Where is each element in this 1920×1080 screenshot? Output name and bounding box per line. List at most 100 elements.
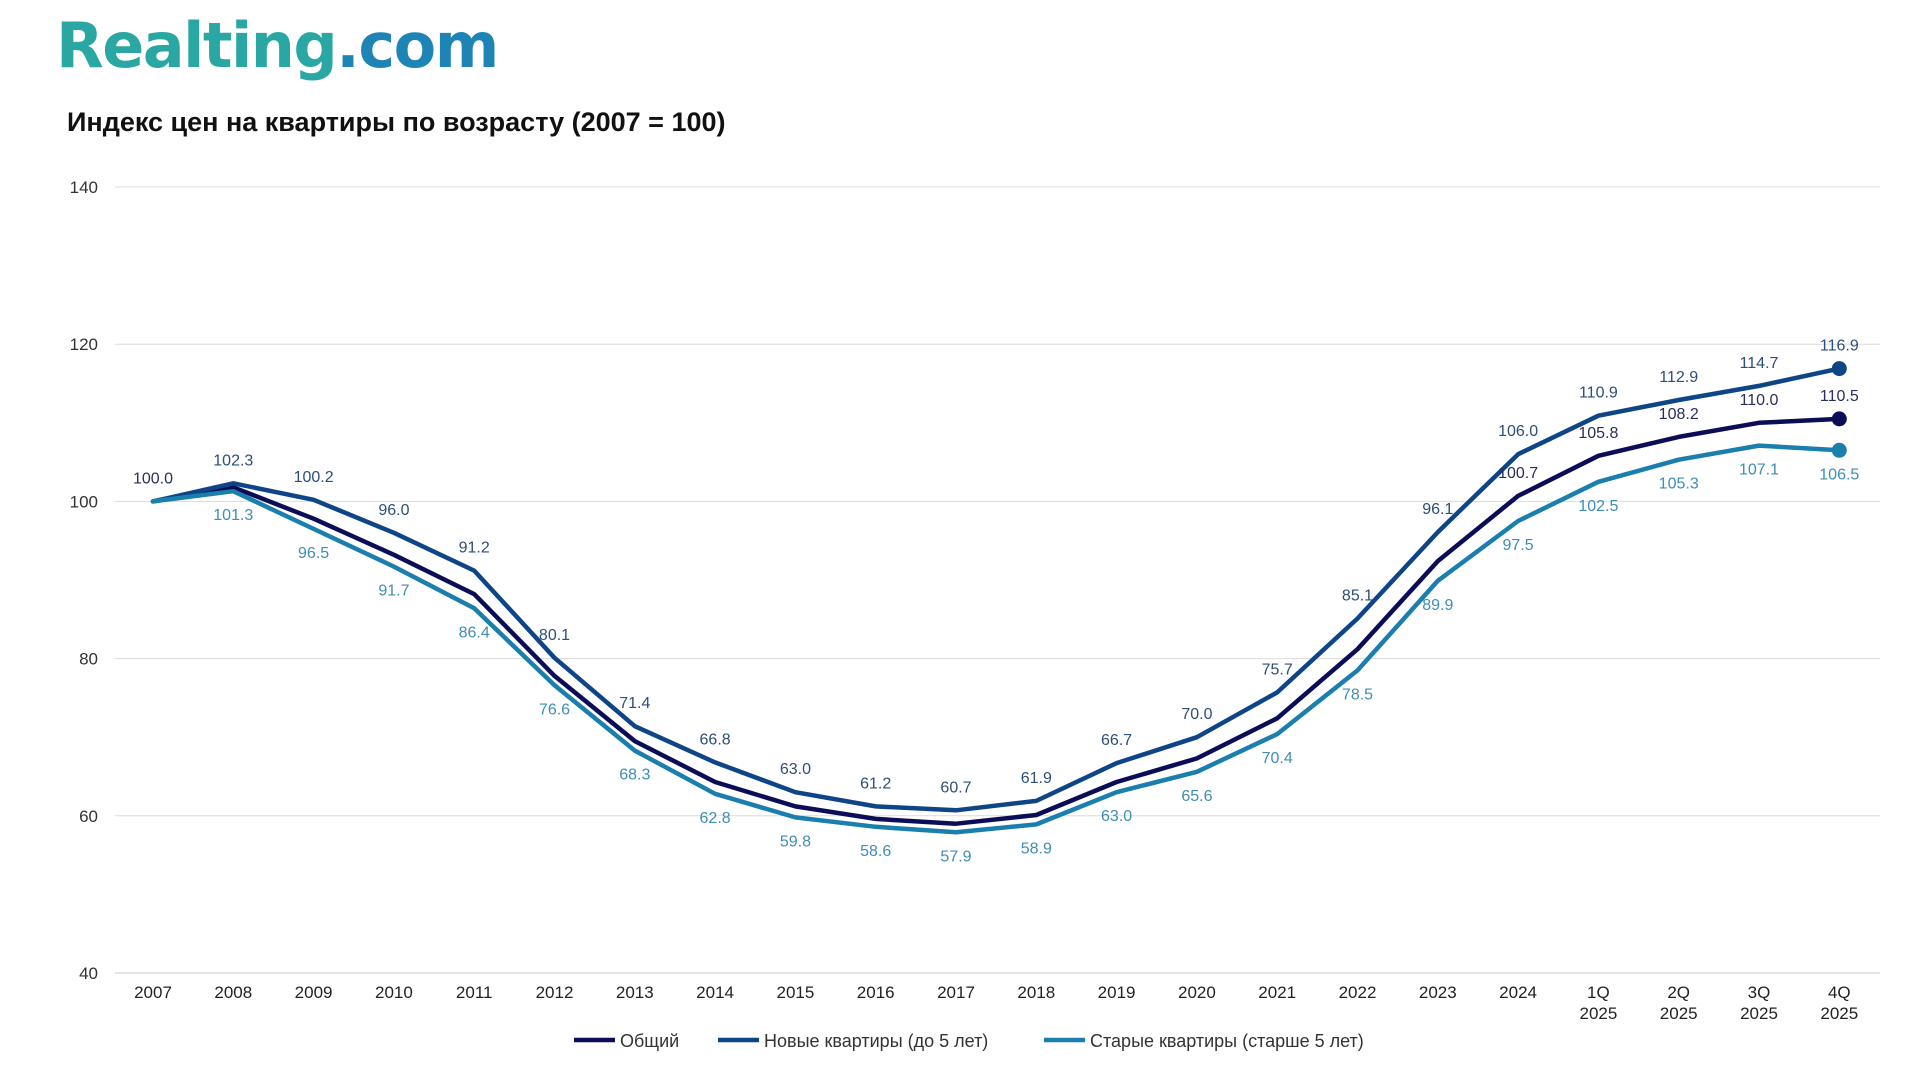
grid-lines bbox=[115, 186, 1880, 974]
data-label: 100.7 bbox=[1498, 465, 1538, 482]
data-label: 106.0 bbox=[1498, 423, 1538, 440]
legend-label: Старые квартиры (старше 5 лет) bbox=[1090, 1031, 1364, 1051]
data-label: 85.1 bbox=[1342, 588, 1373, 605]
data-label: 58.9 bbox=[1021, 840, 1052, 857]
data-label: 102.3 bbox=[213, 452, 253, 469]
data-label: 101.3 bbox=[213, 507, 253, 524]
x-tick-label: 2013 bbox=[616, 983, 654, 1002]
x-tick-label: 2014 bbox=[696, 983, 734, 1002]
data-label: 60.7 bbox=[940, 779, 971, 796]
data-label: 70.4 bbox=[1262, 750, 1293, 767]
data-label: 106.5 bbox=[1819, 466, 1859, 483]
logo-text-main: Realting bbox=[56, 9, 338, 82]
logo-text-domain: .com bbox=[336, 9, 499, 82]
data-label: 63.0 bbox=[780, 761, 811, 778]
legend-label: Общий bbox=[620, 1031, 679, 1051]
data-label: 114.7 bbox=[1740, 355, 1779, 372]
x-axis-ticks: 2007 2008 2009 2010 2011 2012 2013 2014 2015 2016… bbox=[134, 983, 1858, 1023]
y-tick-label: 140 bbox=[70, 178, 98, 197]
x-tick-label: 4Q bbox=[1828, 983, 1851, 1002]
data-label: 91.2 bbox=[459, 540, 490, 557]
data-label: 86.4 bbox=[459, 624, 490, 641]
x-tick-label: 2016 bbox=[857, 983, 895, 1002]
series-end-marker-1 bbox=[1831, 361, 1847, 377]
y-tick-label: 60 bbox=[79, 807, 98, 826]
legend: Общий Новые квартиры (до 5 лет) Старые ква… bbox=[574, 1031, 1364, 1051]
legend-item-2[interactable]: Старые квартиры (старше 5 лет) bbox=[1044, 1031, 1364, 1051]
x-tick-label: 2025 bbox=[1579, 1004, 1617, 1023]
series-end-marker-2 bbox=[1831, 442, 1847, 458]
data-label: 59.8 bbox=[780, 833, 811, 850]
data-label: 57.9 bbox=[940, 848, 971, 865]
data-label: 80.1 bbox=[539, 627, 570, 644]
x-tick-label: 2009 bbox=[295, 983, 333, 1002]
series-lines bbox=[150, 361, 1847, 835]
data-label: 68.3 bbox=[619, 767, 650, 784]
series-line-0 bbox=[150, 416, 1842, 826]
data-label: 63.0 bbox=[1101, 808, 1132, 825]
x-tick-label: 2024 bbox=[1499, 983, 1537, 1002]
data-label: 76.6 bbox=[539, 701, 570, 718]
data-label: 58.6 bbox=[860, 843, 891, 860]
x-tick-label: 2008 bbox=[214, 983, 252, 1002]
data-label: 100.2 bbox=[294, 469, 334, 486]
data-label: 78.5 bbox=[1342, 686, 1373, 703]
data-label: 75.7 bbox=[1262, 661, 1293, 678]
x-tick-label: 2019 bbox=[1098, 983, 1136, 1002]
data-label: 102.5 bbox=[1578, 498, 1618, 515]
data-label: 112.9 bbox=[1659, 369, 1698, 386]
data-label: 66.8 bbox=[700, 731, 731, 748]
data-label: 70.0 bbox=[1181, 706, 1212, 723]
data-labels: 100.0 100.7 105.8 108.2 110.0 110.5 102.3 100.2… bbox=[133, 338, 1859, 866]
data-label: 100.0 bbox=[133, 470, 173, 487]
data-label: 97.5 bbox=[1503, 537, 1534, 554]
data-label: 96.0 bbox=[378, 502, 409, 519]
data-label: 62.8 bbox=[700, 810, 731, 827]
x-tick-label: 2007 bbox=[134, 983, 172, 1002]
legend-item-1[interactable]: Новые квартиры (до 5 лет) bbox=[718, 1031, 988, 1051]
x-tick-label: 2010 bbox=[375, 983, 413, 1002]
x-tick-label: 2015 bbox=[776, 983, 814, 1002]
data-label: 96.1 bbox=[1422, 501, 1453, 518]
y-tick-label: 100 bbox=[70, 492, 98, 511]
x-tick-label: 2022 bbox=[1339, 983, 1377, 1002]
data-label: 105.3 bbox=[1659, 476, 1699, 493]
x-tick-label: 2025 bbox=[1740, 1004, 1778, 1023]
y-axis-ticks: 40 60 80 100 120 140 bbox=[70, 178, 98, 983]
x-tick-label: 1Q bbox=[1587, 983, 1610, 1002]
y-tick-label: 40 bbox=[79, 964, 98, 983]
data-label: 107.1 bbox=[1739, 462, 1779, 479]
data-label: 61.2 bbox=[860, 775, 891, 792]
data-label: 65.6 bbox=[1181, 788, 1212, 805]
series-line-2 bbox=[150, 443, 1842, 835]
data-label: 110.5 bbox=[1820, 388, 1859, 405]
x-tick-label: 2023 bbox=[1419, 983, 1457, 1002]
series-line-1 bbox=[150, 366, 1842, 813]
x-tick-label: 2021 bbox=[1258, 983, 1296, 1002]
data-label: 89.9 bbox=[1422, 597, 1453, 614]
data-label: 96.5 bbox=[298, 545, 329, 562]
legend-item-0[interactable]: Общий bbox=[574, 1031, 679, 1051]
y-tick-label: 120 bbox=[70, 335, 98, 354]
data-label: 110.9 bbox=[1579, 385, 1618, 402]
x-tick-label: 2012 bbox=[536, 983, 574, 1002]
data-label: 108.2 bbox=[1659, 406, 1699, 423]
data-label: 61.9 bbox=[1021, 770, 1052, 787]
x-tick-label: 2011 bbox=[456, 983, 493, 1002]
x-tick-label: 2025 bbox=[1660, 1004, 1698, 1023]
y-tick-label: 80 bbox=[79, 650, 98, 669]
legend-label: Новые квартиры (до 5 лет) bbox=[764, 1031, 988, 1051]
data-label: 110.0 bbox=[1740, 392, 1779, 409]
data-label: 91.7 bbox=[378, 583, 409, 600]
chart-title: Индекс цен на квартиры по возрасту (2007… bbox=[67, 107, 726, 137]
x-tick-label: 3Q bbox=[1748, 983, 1771, 1002]
data-label: 116.9 bbox=[1820, 338, 1859, 355]
series-end-marker-0 bbox=[1831, 411, 1847, 427]
realting-logo[interactable]: Realting.com bbox=[56, 6, 499, 86]
x-tick-label: 2018 bbox=[1017, 983, 1055, 1002]
data-label: 71.4 bbox=[619, 695, 650, 712]
x-tick-label: 2017 bbox=[937, 983, 975, 1002]
data-label: 66.7 bbox=[1101, 732, 1132, 749]
x-tick-label: 2020 bbox=[1178, 983, 1216, 1002]
